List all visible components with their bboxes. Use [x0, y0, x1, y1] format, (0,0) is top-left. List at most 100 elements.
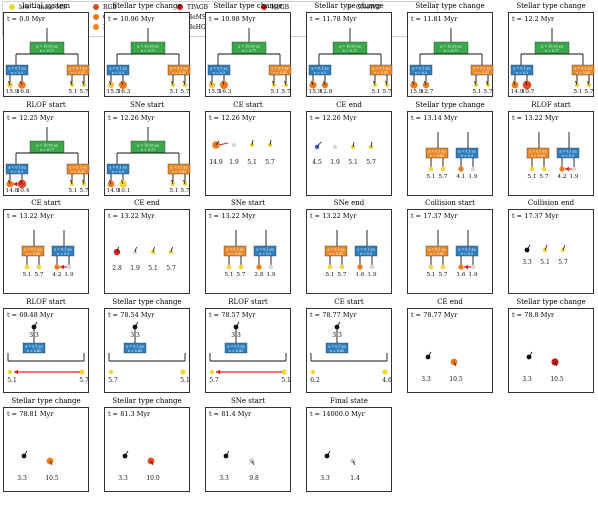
spin-vector: [49, 460, 53, 466]
spin-vector: [225, 450, 230, 457]
system-diagram: a = 0.1 aue = 0.41a = 0.1 aue = 0.35.1 5.…: [425, 230, 479, 278]
spin-vector: [474, 80, 477, 86]
orbit-eccentricity: e = 0.77: [40, 49, 54, 53]
orbit-box: [224, 342, 248, 354]
orbit-box: [21, 245, 45, 257]
star-mass-label: 5.7: [281, 89, 291, 95]
legend-entry: low − mass MS: [9, 4, 66, 12]
spin-vector: [20, 80, 23, 86]
orbit-eccentricity: e = 0.3: [314, 71, 326, 75]
system-diagram: 3.3 10.5: [17, 450, 59, 482]
panel-time: t ≃ 11.78 Myr: [310, 15, 357, 23]
star-mass-label: 5.7: [382, 89, 392, 95]
panel-time: t ≃ 78.8 Myr: [512, 311, 555, 319]
panel-title: CE start: [334, 298, 364, 306]
mass-transfer-arrowhead: [60, 264, 64, 270]
spin-vector: [575, 80, 578, 86]
system-diagram: a = 10.93 aue = 0.77a = 0.1 aue = 0.3a =…: [207, 28, 292, 95]
legend-label: HeMS: [187, 14, 207, 21]
panel-title: Stellar type change: [11, 397, 81, 405]
orbit-eccentricity: e = 0.41: [128, 349, 142, 353]
orbit-semi-major-axis: a = 10.93 au: [137, 144, 158, 148]
star-marker: [170, 82, 176, 88]
legend-marker: [177, 4, 183, 10]
system-diagram: 3.3 10.5: [522, 351, 564, 383]
orbit-semi-major-axis: a = 0.1 au: [256, 248, 273, 252]
orbit-box: [369, 64, 393, 76]
orbit-eccentricity: e = 0.41: [531, 154, 545, 158]
orbit-semi-major-axis: a = 0.1 au: [8, 67, 25, 71]
star-marker: [511, 81, 519, 89]
star-mass-label: 5.1: [7, 377, 17, 384]
panel-time: t ≃ 81.4 Myr: [209, 410, 252, 418]
panel-time: t ≃ 13.14 Myr: [411, 114, 458, 122]
star-mass-label: 1.9: [468, 272, 478, 278]
system-diagram: 4.5 1.9 5.1 5.7: [312, 141, 376, 166]
event-panel: t ≃ 14000.0 Myr 3.3 1.4: [306, 407, 392, 492]
star-marker: [108, 369, 114, 375]
star-marker: [428, 166, 434, 172]
spin-vector: [82, 179, 85, 185]
panel-title: Stellar type change: [415, 101, 485, 109]
orbit-semi-major-axis: a = 0.1 au: [357, 248, 374, 252]
mass-transfer-arrowhead: [216, 369, 220, 375]
orbit-box: [308, 64, 332, 76]
orbit-eccentricity: e = 0.41: [273, 71, 287, 75]
orbit-semi-major-axis: a = 0.1 au: [412, 67, 429, 71]
spin-vector: [316, 141, 322, 148]
orbit-eccentricity: e = 0.77: [444, 49, 458, 53]
star-mass-label: 1.9: [468, 174, 478, 180]
panel-time: t ≃ 17.37 Myr: [411, 212, 458, 220]
orbit-box: [167, 64, 191, 76]
panel-title: RLOF start: [26, 101, 66, 109]
star-marker: [310, 369, 316, 375]
star-mass-label: 5.7: [79, 188, 89, 194]
mass-transfer-arrowhead: [464, 264, 468, 270]
spin-vector: [171, 179, 174, 185]
spin-vector: [121, 80, 124, 86]
panel-title: Stellar type change: [112, 2, 182, 10]
star-marker: [209, 369, 215, 375]
panel-title: Stellar type change: [516, 2, 586, 10]
system-diagram: 3.3a = 0.1 aue = 0.415.15.7: [7, 321, 89, 384]
orbit-semi-major-axis: a = 0.1 au: [559, 150, 576, 154]
star-mass-label: 5.1: [348, 159, 358, 166]
star-mass-label: 14.9: [511, 89, 524, 95]
orbit-semi-major-axis: a = 0.1 au: [428, 248, 445, 252]
spin-vector: [121, 179, 124, 185]
orbit-eccentricity: e = 0.41: [172, 71, 186, 75]
orbit-box: [556, 147, 580, 159]
star-mass-label: 4.1: [456, 174, 465, 180]
orbit-semi-major-axis: a = 0.1 au: [328, 345, 345, 349]
spin-vector: [336, 321, 341, 328]
star-mass-label: 5.7: [209, 377, 219, 384]
mass-transfer-arrowhead: [14, 369, 18, 375]
event-panel: t ≃ 10.98 Myr a = 10.93 au e = 0.77 a = 0.1…: [205, 12, 292, 97]
star-mass-label: 5.7: [79, 377, 89, 384]
orbit-box: [207, 64, 231, 76]
star-marker: [440, 166, 446, 172]
star-mass-label: 2.8: [254, 272, 264, 278]
spin-vector: [152, 246, 155, 253]
panel-time: t ≃ 10.98 Myr: [209, 15, 256, 23]
panel-time: t ≃ 11.81 Myr: [411, 15, 458, 23]
panel-time: t ≃ 13.22 Myr: [7, 212, 54, 220]
panel-time: t ≃ 81.3 Myr: [108, 410, 151, 418]
spin-vector: [272, 80, 275, 86]
star-mass-label: 15.5: [208, 89, 221, 95]
legend-entry: TPAGB: [177, 4, 208, 12]
mass-transfer-arrowhead: [13, 181, 17, 187]
event-panel: t ≃ 12.26 Myr 14.9 1.9 5.1 5.7: [205, 111, 291, 196]
orbit-box: [455, 245, 479, 257]
panel-title: Final state: [330, 397, 368, 405]
panel-title: RLOF start: [26, 298, 66, 306]
spin-vector: [453, 361, 457, 367]
orbit-box: [526, 147, 550, 159]
orbit-box: [253, 245, 277, 257]
mass-transfer-arrow: [218, 142, 229, 146]
orbit-eccentricity: e = 0.41: [576, 71, 590, 75]
star-mass-label: 5.1: [270, 89, 279, 95]
system-diagram: a = 10.93 aue = 0.77a = 0.1 aue = 0.3a =…: [6, 127, 90, 194]
